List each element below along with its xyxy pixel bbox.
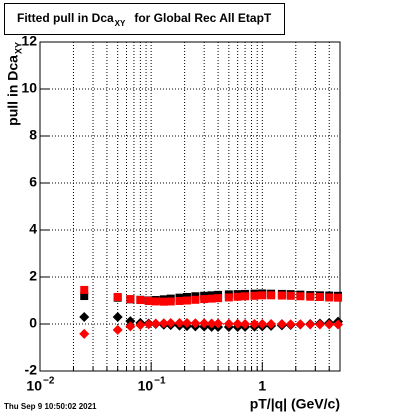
diamond-marker <box>181 318 192 329</box>
x-tick-label: 1 <box>258 378 266 394</box>
square-marker <box>224 293 233 302</box>
diamond-marker <box>213 318 224 329</box>
title-box <box>4 3 285 35</box>
diamond-marker <box>199 318 210 329</box>
square-marker <box>241 292 250 301</box>
square-marker <box>306 292 315 301</box>
square-marker <box>267 291 276 300</box>
y-tick-label: 4 <box>29 221 37 237</box>
diamond-marker <box>135 320 146 331</box>
x-tick-exponent: −2 <box>43 376 55 387</box>
square-marker <box>80 292 89 301</box>
diamond-marker <box>125 321 136 332</box>
square-marker <box>325 293 334 302</box>
diamond-marker <box>266 319 277 329</box>
y-tick-label: 0 <box>29 315 37 331</box>
diamond-marker <box>240 319 251 329</box>
diamond-marker <box>257 319 268 329</box>
plot-area <box>40 42 340 371</box>
chart-title: Fitted pull in Dca <box>17 11 114 25</box>
x-tick-label: 10 <box>138 378 154 394</box>
diamond-marker <box>305 319 316 330</box>
diamond-marker <box>333 319 344 330</box>
y-tick-label: 2 <box>29 268 37 284</box>
diamond-marker <box>150 318 161 329</box>
y-axis-label-subscript: XY <box>13 42 23 54</box>
diamond-marker <box>79 328 90 339</box>
y-axis-label-group: pull in Dca XY <box>5 42 24 126</box>
x-tick-exponent: −1 <box>154 376 166 387</box>
x-tick-label: 10 <box>26 378 42 394</box>
diamond-marker <box>285 319 296 330</box>
chart-title-rest: for Global Rec All EtapT <box>134 11 272 25</box>
y-tick-label: 6 <box>29 174 37 190</box>
square-marker <box>334 293 343 302</box>
diamond-marker <box>143 319 154 330</box>
footer-date: Thu Sep 9 10:50:02 2021 <box>4 402 97 411</box>
diamond-marker <box>314 319 325 330</box>
diamond-marker <box>276 319 287 329</box>
diamond-marker <box>295 319 306 330</box>
square-marker <box>166 297 175 306</box>
y-tick-label: -2 <box>25 362 38 378</box>
square-marker <box>250 291 259 300</box>
diamond-marker <box>324 319 335 330</box>
diamond-marker <box>190 318 201 329</box>
square-marker <box>200 295 209 304</box>
square-marker <box>214 294 223 303</box>
square-marker <box>80 285 89 294</box>
chart-title-subscript: XY <box>115 19 126 28</box>
square-marker <box>144 296 153 305</box>
square-marker <box>159 297 168 306</box>
square-marker <box>233 292 242 301</box>
square-marker <box>286 291 295 300</box>
square-marker <box>296 292 305 301</box>
diamond-marker <box>79 311 90 322</box>
y-tick-label: 12 <box>21 33 37 49</box>
diamond-marker <box>232 318 243 329</box>
diamond-marker <box>174 318 185 329</box>
diamond-marker <box>158 318 169 329</box>
diamond-marker <box>112 324 123 335</box>
square-marker <box>258 291 267 300</box>
square-marker <box>151 297 160 306</box>
square-marker <box>126 295 135 304</box>
diamond-marker <box>249 319 260 329</box>
square-marker <box>315 292 324 301</box>
x-axis-label: pT/|q| (GeV/c) <box>250 396 340 412</box>
y-tick-label: 10 <box>21 80 37 96</box>
square-marker <box>113 292 122 301</box>
y-axis-label: pull in Dca <box>5 55 21 126</box>
diamond-marker <box>112 311 123 322</box>
square-marker <box>175 296 184 305</box>
square-marker <box>182 296 191 305</box>
plot-frame <box>39 41 341 372</box>
square-marker <box>207 294 216 303</box>
diamond-marker <box>125 316 136 327</box>
square-marker <box>136 296 145 305</box>
square-marker <box>277 291 286 300</box>
square-marker <box>191 295 200 304</box>
diamond-marker <box>165 318 176 329</box>
diamond-marker <box>223 318 234 329</box>
y-tick-label: 8 <box>29 127 37 143</box>
diamond-marker <box>206 318 217 329</box>
